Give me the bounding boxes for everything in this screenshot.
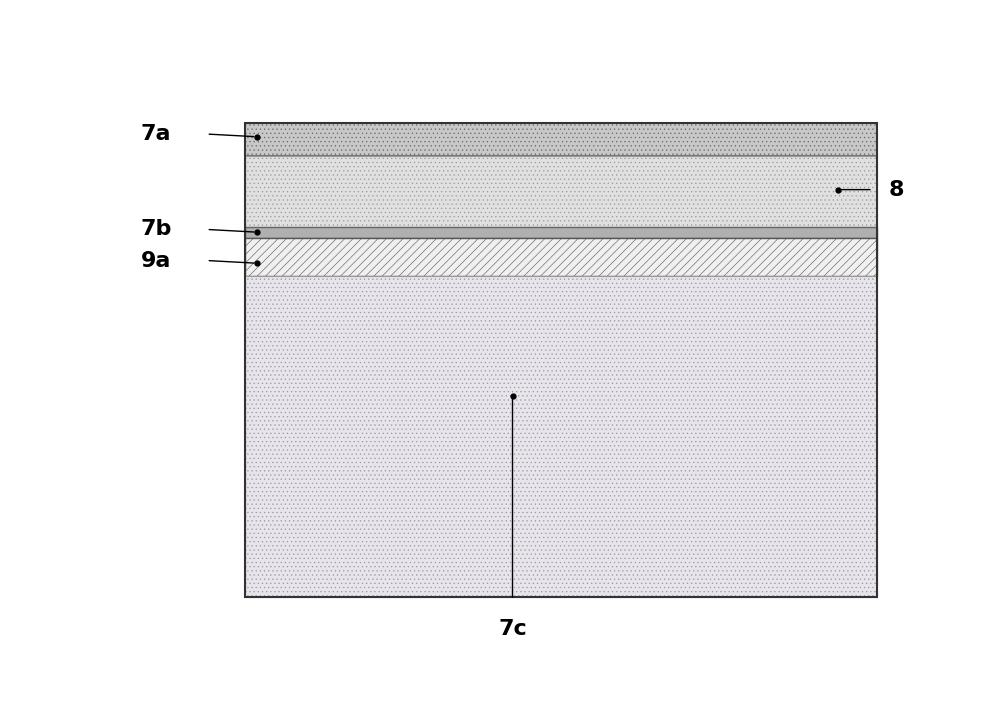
- Text: 8: 8: [888, 180, 904, 200]
- Bar: [245, 123, 877, 156]
- Bar: [245, 123, 877, 598]
- Text: 9a: 9a: [140, 251, 171, 270]
- Text: 7c: 7c: [498, 620, 527, 639]
- Bar: [245, 156, 877, 227]
- Bar: [245, 238, 877, 276]
- Bar: [245, 275, 877, 598]
- Text: 7b: 7b: [140, 219, 172, 239]
- Text: 7a: 7a: [140, 124, 171, 144]
- Bar: [245, 227, 877, 238]
